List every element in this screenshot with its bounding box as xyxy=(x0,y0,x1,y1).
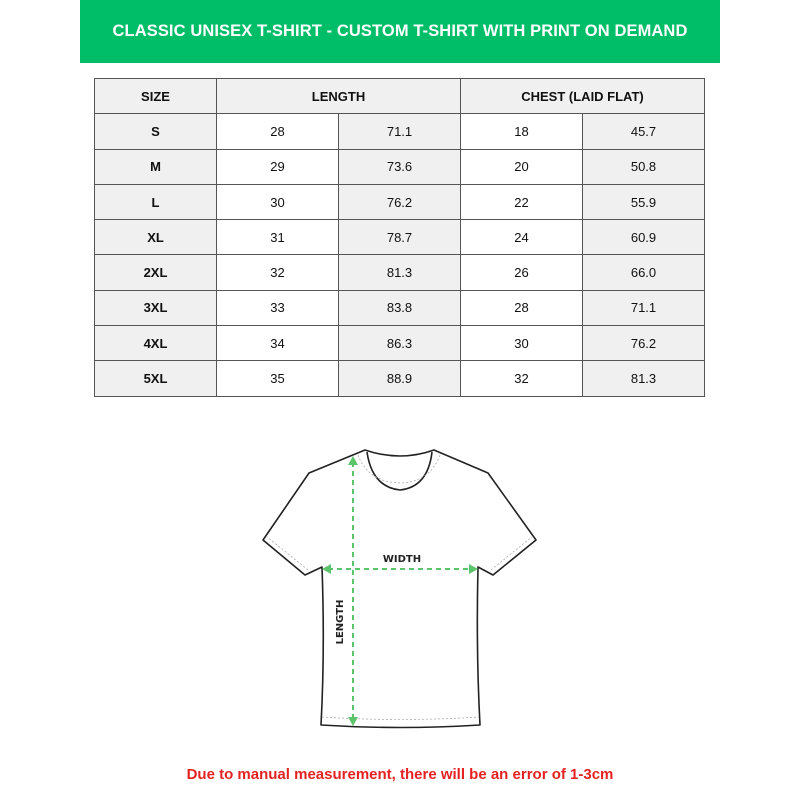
tshirt-stitching xyxy=(265,454,534,720)
length-cell: 81.3 xyxy=(338,254,461,291)
size-cell: 3XL xyxy=(94,289,217,327)
length-cell: 83.8 xyxy=(338,289,461,327)
length-label: LENGTH xyxy=(335,600,346,645)
length-cell: 71.1 xyxy=(338,113,461,150)
chest-cell: 66.0 xyxy=(582,254,705,291)
table-row: 4XL 34 86.3 30 76.2 xyxy=(94,325,705,362)
measurement-arrows xyxy=(322,456,478,726)
chest-cell: 20 xyxy=(460,148,583,185)
header-size: SIZE xyxy=(94,77,217,115)
chest-cell: 26 xyxy=(460,254,583,291)
length-cell: 30 xyxy=(216,183,339,221)
length-cell: 28 xyxy=(216,113,339,150)
chest-cell: 28 xyxy=(460,289,583,327)
length-cell: 86.3 xyxy=(338,325,461,362)
chest-cell: 50.8 xyxy=(582,148,705,185)
chest-cell: 81.3 xyxy=(582,360,705,397)
chest-cell: 32 xyxy=(460,360,583,397)
header-chest: CHEST (LAID FLAT) xyxy=(460,77,705,115)
chest-cell: 71.1 xyxy=(582,289,705,327)
length-cell: 35 xyxy=(216,360,339,397)
chest-cell: 76.2 xyxy=(582,325,705,362)
header-row: SIZE LENGTH CHEST (LAID FLAT) xyxy=(94,77,705,115)
size-cell: 4XL xyxy=(94,325,217,362)
chest-cell: 22 xyxy=(460,183,583,221)
chest-cell: 18 xyxy=(460,113,583,150)
length-cell: 73.6 xyxy=(338,148,461,185)
length-cell: 88.9 xyxy=(338,360,461,397)
table-row: L 30 76.2 22 55.9 xyxy=(94,183,705,221)
size-cell: L xyxy=(94,183,217,221)
chest-cell: 60.9 xyxy=(582,219,705,256)
size-cell: S xyxy=(94,113,217,150)
table-row: S 28 71.1 18 45.7 xyxy=(94,113,705,150)
table-row: 3XL 33 83.8 28 71.1 xyxy=(94,289,705,327)
table-row: 5XL 35 88.9 32 81.3 xyxy=(94,360,705,397)
length-cell: 78.7 xyxy=(338,219,461,256)
chest-cell: 30 xyxy=(460,325,583,362)
length-cell: 29 xyxy=(216,148,339,185)
measurement-note: Due to manual measurement, there will be… xyxy=(186,766,614,783)
length-cell: 76.2 xyxy=(338,183,461,221)
width-label: WIDTH xyxy=(383,554,421,565)
length-cell: 32 xyxy=(216,254,339,291)
table-row: 2XL 32 81.3 26 66.0 xyxy=(94,254,705,291)
size-chart-table: SIZE LENGTH CHEST (LAID FLAT) S 28 71.1 18 4… xyxy=(94,77,705,397)
chest-cell: 55.9 xyxy=(582,183,705,221)
size-cell: 5XL xyxy=(94,360,217,397)
table-row: M 29 73.6 20 50.8 xyxy=(94,148,705,185)
title-banner: CLASSIC UNISEX T-SHIRT - CUSTOM T-SHIRT … xyxy=(80,0,720,63)
length-cell: 34 xyxy=(216,325,339,362)
tshirt-outline xyxy=(262,449,537,729)
size-cell: M xyxy=(94,148,217,185)
